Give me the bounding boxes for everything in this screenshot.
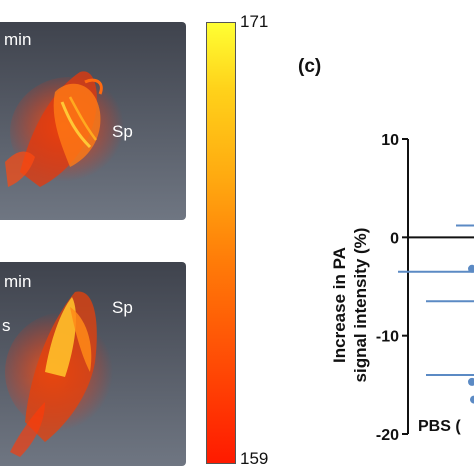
- top-panel-organ-label: Sp: [112, 122, 133, 141]
- bottom-panel-corner-label: min: [4, 272, 32, 291]
- colorbar-max-label: 171: [240, 12, 269, 31]
- pa-image-top: min Sp: [0, 22, 186, 220]
- x-category-label: PBS (: [418, 418, 461, 435]
- bottom-panel-organ-label: Sp: [112, 298, 133, 317]
- top-panel-corner-label: min: [4, 30, 32, 49]
- pa-image-bottom: min s Sp: [0, 262, 186, 466]
- colorbar-min-label: 159: [240, 449, 269, 468]
- pa-image-top-render: [0, 22, 186, 220]
- y-tick-label: 10: [381, 132, 399, 149]
- panel-c-letter: (c): [298, 56, 322, 77]
- intensity-colorbar: [206, 22, 236, 464]
- bottom-panel-left-label: s: [2, 316, 11, 335]
- data-point: [470, 395, 474, 404]
- data-point: [468, 264, 474, 273]
- data-point: [468, 377, 474, 386]
- y-tick-label: -10: [376, 329, 399, 346]
- pa-image-bottom-render: [0, 262, 186, 466]
- y-tick-label: -20: [376, 427, 399, 444]
- y-tick-label: 0: [390, 230, 399, 247]
